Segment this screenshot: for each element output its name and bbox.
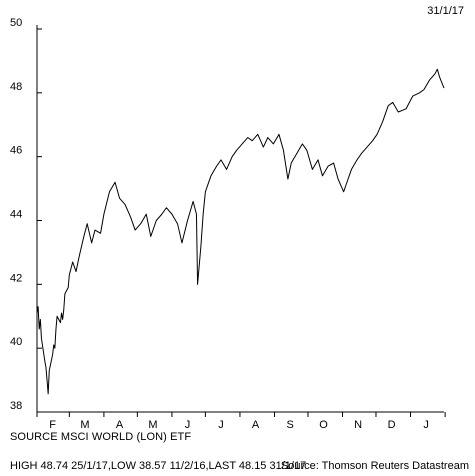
x-tick-label: D: [388, 419, 396, 431]
x-tick-label: M: [80, 419, 89, 431]
y-tick-label: 42: [10, 272, 22, 284]
x-tick-label: S: [286, 419, 293, 431]
source-label: SOURCE MSCI WORLD (LON) ETF: [10, 431, 192, 443]
x-tick-label: J: [218, 419, 224, 431]
y-tick-label: 38: [10, 400, 22, 412]
x-tick-label: O: [319, 419, 328, 431]
x-tick-label: M: [148, 419, 157, 431]
price-series-line: [36, 68, 445, 395]
y-tick-label: 48: [10, 81, 22, 93]
y-tick-label: 40: [10, 336, 22, 348]
x-tick-label: A: [116, 419, 124, 431]
x-tick-label: J: [423, 419, 429, 431]
x-tick-label: F: [49, 419, 56, 431]
y-tick-label: 50: [10, 17, 22, 29]
y-tick-label: 46: [10, 145, 22, 157]
x-tick-label: J: [185, 419, 191, 431]
end-date-label: 31/1/17: [427, 5, 464, 17]
data-source-credit: Source: Thomson Reuters Datastream: [280, 460, 469, 472]
high-low-last-summary: HIGH 48.74 25/1/17,LOW 38.57 11/2/16,LAS…: [10, 460, 307, 472]
chart-axes: [36, 25, 444, 413]
x-tick-label: N: [354, 419, 362, 431]
y-axis-ticks: 38 40 42 44 46 48 50: [10, 17, 42, 413]
y-tick-label: 44: [10, 209, 22, 221]
x-tick-label: A: [252, 419, 260, 431]
